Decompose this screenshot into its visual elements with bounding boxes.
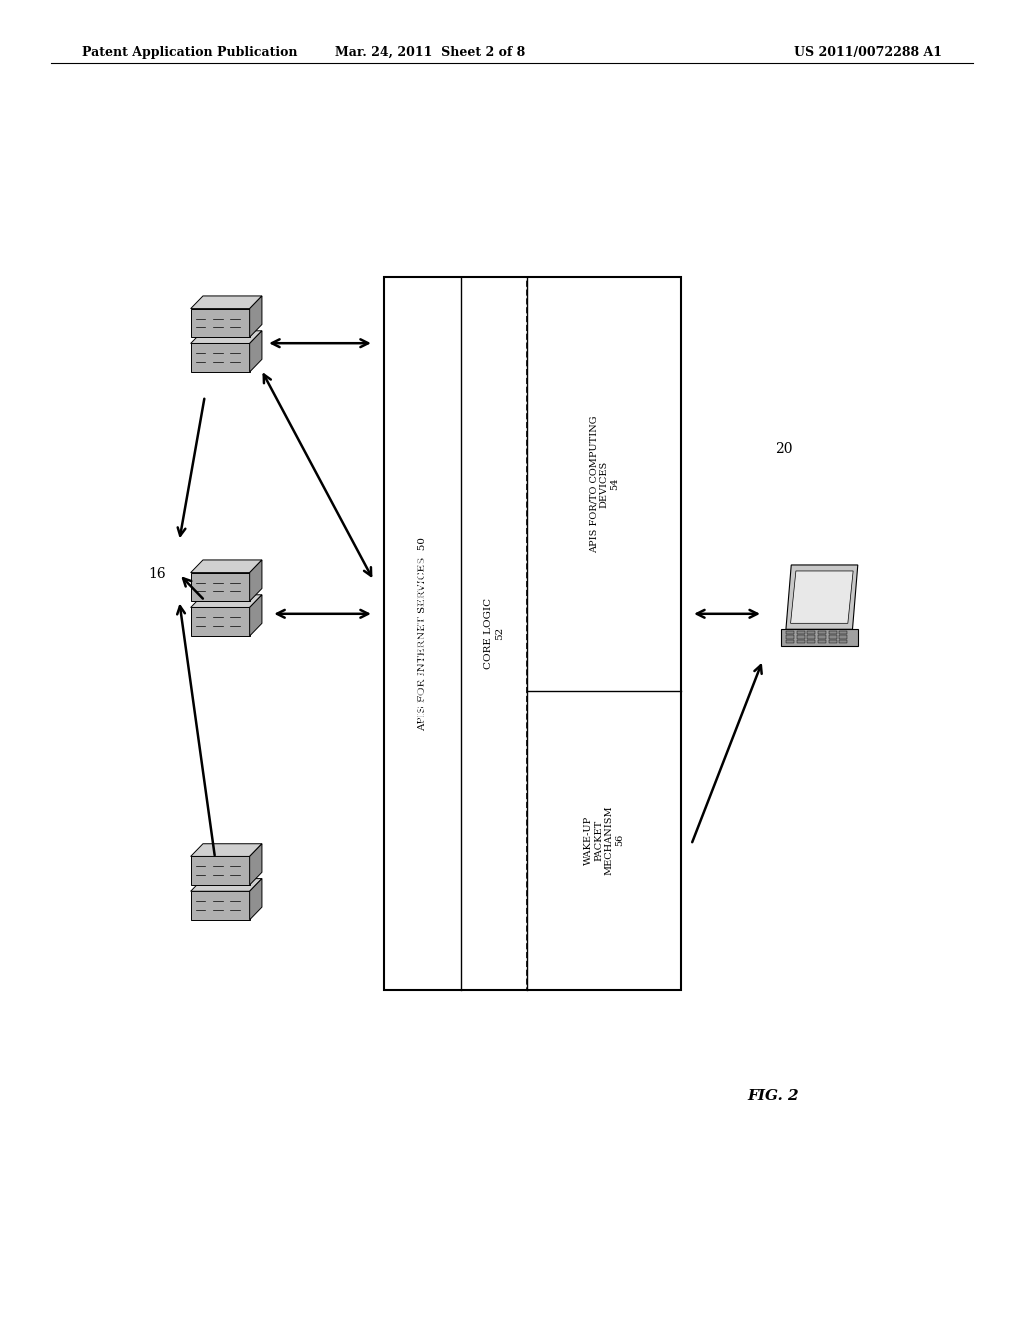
Polygon shape <box>791 572 853 623</box>
Polygon shape <box>250 296 262 337</box>
Bar <box>807 635 815 639</box>
Bar <box>828 631 837 635</box>
Bar <box>807 640 815 643</box>
Polygon shape <box>190 843 262 857</box>
Text: APIS FOR INTERNET SERVICES: APIS FOR INTERNET SERVICES <box>418 544 427 723</box>
Polygon shape <box>190 857 250 884</box>
Text: FIG. 2: FIG. 2 <box>748 1089 799 1102</box>
Bar <box>828 635 837 639</box>
Bar <box>786 635 794 639</box>
Bar <box>818 635 826 639</box>
Polygon shape <box>190 331 262 343</box>
Polygon shape <box>190 891 250 920</box>
Bar <box>840 631 847 635</box>
Polygon shape <box>190 595 262 607</box>
Polygon shape <box>190 879 262 891</box>
Polygon shape <box>190 343 250 372</box>
Bar <box>780 630 858 647</box>
Bar <box>786 631 794 635</box>
Text: US 2011/0072288 A1: US 2011/0072288 A1 <box>794 46 942 59</box>
Polygon shape <box>250 595 262 636</box>
Bar <box>797 635 805 639</box>
Polygon shape <box>190 296 262 309</box>
Text: APIS FOR/TO COMPUTING
DEVICES
54: APIS FOR/TO COMPUTING DEVICES 54 <box>589 416 620 553</box>
Text: CORE LOGIC
52: CORE LOGIC 52 <box>484 598 504 669</box>
Bar <box>384 277 681 990</box>
Bar <box>527 277 681 990</box>
Text: WAKE-UP
PACKET
MECHANISM
56: WAKE-UP PACKET MECHANISM 56 <box>584 805 625 875</box>
Polygon shape <box>250 560 262 601</box>
Polygon shape <box>250 843 262 884</box>
Text: 16: 16 <box>148 568 166 581</box>
Bar <box>840 635 847 639</box>
Text: APIS FOR INTERNET SERVICES  50: APIS FOR INTERNET SERVICES 50 <box>418 537 427 730</box>
Polygon shape <box>250 879 262 920</box>
Bar <box>818 640 826 643</box>
Polygon shape <box>786 565 858 630</box>
Polygon shape <box>190 607 250 636</box>
Polygon shape <box>250 331 262 372</box>
Polygon shape <box>190 309 250 337</box>
Bar <box>818 631 826 635</box>
Bar <box>797 640 805 643</box>
Text: Mar. 24, 2011  Sheet 2 of 8: Mar. 24, 2011 Sheet 2 of 8 <box>335 46 525 59</box>
Bar <box>828 640 837 643</box>
Bar <box>786 640 794 643</box>
Bar <box>807 631 815 635</box>
Polygon shape <box>190 573 250 601</box>
Text: 20: 20 <box>774 442 793 455</box>
Polygon shape <box>190 560 262 573</box>
Bar <box>840 640 847 643</box>
Text: Patent Application Publication: Patent Application Publication <box>82 46 297 59</box>
Bar <box>797 631 805 635</box>
